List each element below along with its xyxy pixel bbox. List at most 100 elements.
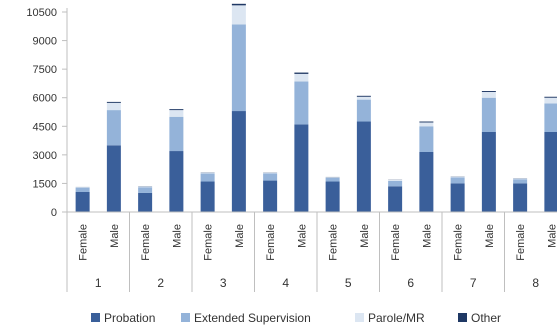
bar-segment-extended-supervision (450, 177, 465, 184)
bar-segment-other (544, 96, 557, 98)
bar-segment-parole-mr (325, 177, 340, 178)
x-category-label: Male (484, 224, 496, 248)
y-tick-label: 6000 (33, 93, 57, 105)
bar-segment-parole-mr (231, 5, 246, 25)
legend-label: Other (471, 311, 501, 325)
bar-segment-other (481, 91, 496, 92)
bar-segment-probation (544, 132, 557, 212)
bar-segment-extended-supervision (544, 103, 557, 132)
x-group-label: 8 (532, 276, 539, 290)
x-group-label: 1 (95, 276, 102, 290)
x-category-label: Male (359, 224, 371, 248)
bar-segment-parole-mr (200, 172, 215, 174)
y-tick-label: 4500 (33, 121, 57, 133)
x-category-label: Male (234, 224, 246, 248)
y-tick-label: 3000 (33, 150, 57, 162)
bar-segment-parole-mr (138, 186, 153, 188)
bar-segment-parole-mr (356, 96, 371, 100)
bar-segment-other (419, 121, 434, 123)
bar-segment-other (231, 3, 246, 6)
bar-segment-other (356, 95, 371, 97)
bar-segment-parole-mr (75, 187, 90, 188)
bar-segment-probation (419, 152, 434, 212)
bar-segment-extended-supervision (325, 177, 340, 182)
bar-segment-parole-mr (513, 178, 528, 180)
bar-segment-parole-mr (263, 172, 278, 174)
bar-segment-extended-supervision (481, 97, 496, 132)
y-tick-label: 10500 (26, 7, 57, 19)
legend-swatch (458, 313, 467, 322)
bar-segment-parole-mr (169, 110, 184, 117)
x-category-label: Female (328, 224, 340, 261)
bar-segment-probation (325, 181, 340, 212)
bar-segment-parole-mr (388, 180, 403, 181)
y-tick-label: 1500 (33, 178, 57, 190)
bar-segment-probation (169, 151, 184, 212)
bar-segment-other (106, 101, 121, 103)
y-tick-label: 0 (51, 207, 57, 219)
bar-segment-probation (356, 121, 371, 212)
y-tick-label: 9000 (33, 36, 57, 48)
bar-segment-extended-supervision (419, 126, 434, 152)
bar-segment-extended-supervision (200, 173, 215, 182)
x-category-label: Male (171, 224, 183, 248)
bar-segment-extended-supervision (513, 179, 528, 184)
y-tick-label: 7500 (33, 64, 57, 76)
x-group-label: 2 (157, 276, 164, 290)
bar-segment-probation (138, 192, 153, 212)
bar-segment-probation (513, 183, 528, 212)
bars-layer (75, 3, 557, 212)
bar-segment-probation (200, 181, 215, 212)
bar-segment-probation (106, 145, 121, 212)
legend-swatch (91, 313, 100, 322)
bar-segment-probation (450, 183, 465, 212)
bar-segment-parole-mr (544, 97, 557, 104)
x-category-label: Female (265, 224, 277, 261)
legend-swatch (181, 313, 190, 322)
bar-segment-probation (388, 186, 403, 212)
bar-segment-extended-supervision (231, 24, 246, 112)
x-group-label: 6 (407, 276, 414, 290)
legend-swatch (355, 313, 364, 322)
y-axis: 0 1500 3000 4500 6000 7500 9000 10500 (26, 7, 68, 219)
bar-segment-parole-mr (419, 122, 434, 127)
x-category-label: Male (109, 224, 121, 248)
x-category-label: Female (390, 224, 402, 261)
x-group-label: 3 (220, 276, 227, 290)
x-group-label: 7 (470, 276, 477, 290)
bar-segment-parole-mr (450, 176, 465, 178)
bar-segment-other (294, 72, 309, 74)
bar-segment-extended-supervision (106, 110, 121, 146)
x-category-label: Female (203, 224, 215, 261)
x-axis: Female Male Female Male Female Male Female Male… (66, 211, 557, 292)
legend-label: Parole/MR (368, 311, 425, 325)
bar-segment-other (169, 109, 184, 111)
x-category-label: Female (453, 224, 465, 261)
bar-segment-probation (481, 132, 496, 212)
x-category-label: Male (296, 224, 308, 248)
bar-segment-parole-mr (481, 92, 496, 98)
bar-segment-probation (294, 124, 309, 212)
x-group-label: 5 (345, 276, 352, 290)
x-group-label: 4 (282, 276, 289, 290)
bar-segment-extended-supervision (138, 187, 153, 193)
legend: Probation Extended Supervision Parole/MR Ot… (91, 311, 501, 325)
legend-label: Probation (104, 311, 155, 325)
x-category-label: Female (515, 224, 527, 261)
bar-segment-probation (231, 111, 246, 212)
bar-segment-extended-supervision (356, 99, 371, 122)
bar-segment-extended-supervision (388, 180, 403, 187)
bar-segment-extended-supervision (75, 187, 90, 192)
x-category-label: Male (546, 224, 557, 248)
x-category-label: Male (421, 224, 433, 248)
bar-segment-parole-mr (106, 102, 121, 111)
bar-segment-parole-mr (294, 73, 309, 82)
legend-label: Extended Supervision (194, 311, 311, 325)
bar-segment-probation (75, 192, 90, 212)
bar-segment-extended-supervision (263, 173, 278, 181)
bar-segment-probation (263, 180, 278, 212)
bar-segment-extended-supervision (294, 81, 309, 125)
bar-segment-extended-supervision (169, 116, 184, 152)
x-category-label: Female (78, 224, 90, 261)
